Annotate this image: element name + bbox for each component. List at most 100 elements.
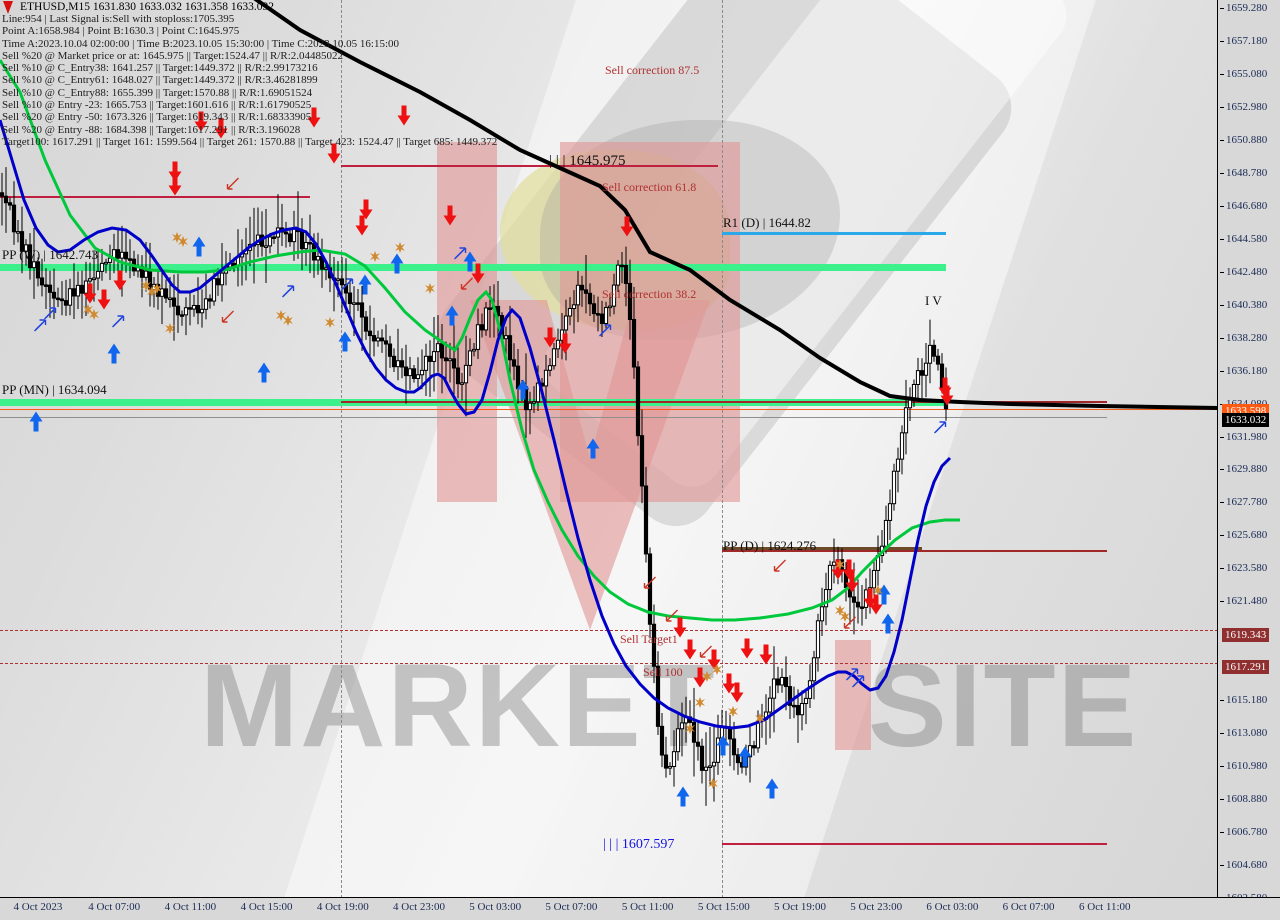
buy-signal-arrow-icon [338,331,353,357]
sell-signal-arrow-icon [831,559,846,585]
sell-signal-arrow-icon [673,617,688,643]
price-axis[interactable]: 1659.280 1657.180 1655.080 1652.980 1650.880… [1217,0,1280,904]
label-pp-monthly: PP (MN) | 1634.094 [2,382,107,397]
hollow-buy-arrow-icon [599,324,612,342]
reversal-star-icon [178,234,189,252]
sell-signal-arrow-icon [355,215,370,241]
reversal-star-icon [276,308,287,326]
reversal-star-icon [370,249,381,267]
grid-line-vertical [722,0,723,898]
sell-signal-arrow-icon [194,111,209,137]
level-line-pp-weekly [0,264,946,271]
level-line-pp-monthly-sub [341,401,1107,403]
time-tick-label: 6 Oct 11:00 [1079,901,1131,913]
price-tick-label: 1608.880 [1219,793,1268,806]
time-tick-label: 4 Oct 23:00 [393,901,445,913]
buy-signal-arrow-icon [716,735,731,761]
sell-signal-arrow-icon [214,118,229,144]
level-line-r1-daily [722,232,946,235]
hollow-sell-arrow-icon [643,576,657,594]
reversal-star-icon [141,278,152,296]
sell-signal-arrow-icon [443,205,458,231]
reversal-star-icon [685,721,696,739]
label-sell-correction-38-2: Sell correction 38.2 [602,287,697,301]
grid-line-vertical [341,0,342,898]
label-fib-1645-975: | | | 1645.975 [549,153,626,169]
time-tick-label: 5 Oct 07:00 [545,901,598,913]
reversal-star-icon [873,583,884,601]
time-tick-label: 4 Oct 15:00 [240,901,293,913]
red-down-arrow-icon [3,1,13,14]
buy-signal-arrow-icon [881,613,896,639]
price-tick-label: 1638.280 [1219,331,1268,344]
buy-signal-arrow-icon [463,251,478,277]
time-tick-label: 6 Oct 03:00 [926,901,979,913]
price-tick-label: 1640.380 [1219,298,1268,311]
reversal-star-icon [708,776,719,794]
reversal-star-icon [425,281,436,299]
time-tick-label: 4 Oct 19:00 [316,901,369,913]
buy-signal-arrow-icon [29,411,44,437]
sell-signal-arrow-icon [707,649,722,675]
signal-info-line: Sell %20 @ Market price or at: 1645.975 … [2,49,343,62]
level-line-gray-sub [0,417,1107,418]
label-r1-daily: R1 (D) | 1644.82 [723,215,811,230]
level-line-current-price [0,409,1218,410]
price-tick-label: 1648.780 [1219,166,1268,179]
hollow-buy-arrow-icon [112,315,125,333]
reversal-star-icon [165,321,176,339]
level-line-fib-1645-975-left [0,196,310,198]
level-line-pp-daily-dark [722,547,922,550]
buy-signal-arrow-icon [257,362,272,388]
signal-info-line: Sell %20 @ Entry -88: 1684.398 || Target… [2,123,301,136]
reversal-star-icon [712,662,723,680]
buy-signal-arrow-icon [586,438,601,464]
label-sell-target-1: Sell Target1 [620,632,678,646]
buy-signal-arrow-icon [676,786,691,812]
time-tick-label: 4 Oct 07:00 [88,901,141,913]
level-line-fib-1607-597 [722,843,1107,845]
price-tick-label: 1655.080 [1219,67,1268,80]
price-tick-label: 1625.680 [1219,529,1268,542]
reversal-star-icon [283,313,294,331]
label-sell-100: Sell 100 [643,665,683,679]
price-tick-label: 1650.880 [1219,133,1268,146]
reversal-star-icon [728,704,739,722]
label-pp-weekly: PP (W) | 1642.743 [2,247,99,262]
reversal-star-icon [395,240,406,258]
signal-info-lines: Line:954 | Last Signal is:Sell with stop… [2,13,497,148]
time-axis[interactable]: 4 Oct 2023 4 Oct 07:00 4 Oct 11:00 4 Oct 15… [0,897,1280,920]
buy-signal-arrow-icon [445,305,460,331]
price-tick-label: 1652.980 [1219,100,1268,113]
price-tag-1633-032: 1633.032 [1222,413,1270,427]
hollow-buy-arrow-icon [34,319,47,337]
hollow-sell-arrow-icon [699,645,713,663]
sell-signal-arrow-icon [113,270,128,296]
hollow-sell-arrow-icon [665,609,679,627]
price-tick-label: 1621.480 [1219,595,1268,608]
reversal-star-icon [147,284,158,302]
time-tick-label: 4 Oct 11:00 [164,901,217,913]
sell-signal-arrow-icon [730,682,745,708]
hollow-sell-arrow-icon [226,177,240,195]
level-line-fib-1645-975 [341,165,718,167]
reversal-star-icon [835,603,846,621]
reversal-star-icon [755,711,766,729]
hollow-buy-arrow-icon [44,307,57,325]
hollow-buy-arrow-icon [454,247,467,265]
signal-info-line: Sell %10 @ C_Entry61: 1648.027 || Target… [2,74,318,87]
sell-signal-arrow-icon [940,385,955,411]
sell-signal-arrow-icon [683,639,698,665]
chart-plot-area[interactable]: MARKET SITE Sell correction 87.5 | | | 1… [0,0,1218,898]
signal-info-line: Time A:2023.10.04 02:00:00 | Time B:2023… [2,37,400,50]
chart-info-header: ETHUSD,M15 1631.830 1633.032 1631.358 16… [0,0,499,148]
sell-signal-arrow-icon [397,105,412,131]
price-tick-label: 1646.680 [1219,199,1268,212]
sell-signal-arrow-icon [845,572,860,598]
sell-signal-arrow-icon [168,161,183,187]
signal-info-line: Line:954 | Last Signal is:Sell with stop… [2,13,235,25]
signal-info-line: Sell %10 @ C_Entry38: 1641.257 || Target… [2,62,318,75]
time-tick-label: 5 Oct 15:00 [697,901,750,913]
price-tick-label: 1623.580 [1219,562,1268,575]
